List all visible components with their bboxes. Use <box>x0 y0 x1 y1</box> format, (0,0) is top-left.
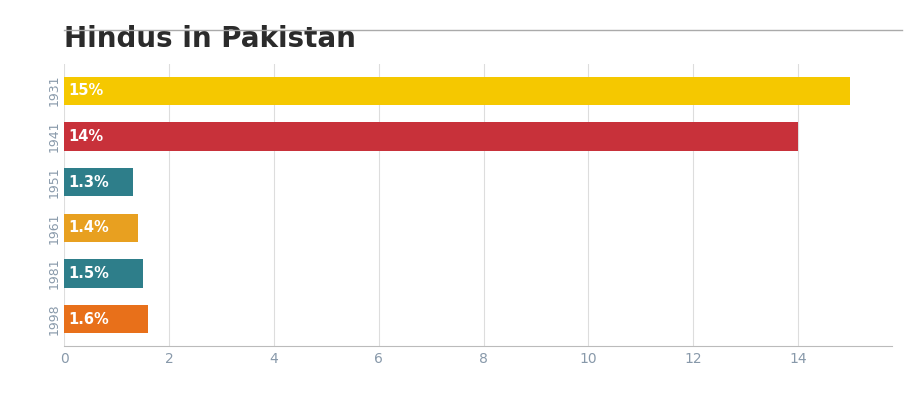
Text: 15%: 15% <box>68 83 103 98</box>
Bar <box>64 76 849 105</box>
Text: Hindus in Pakistan: Hindus in Pakistan <box>64 25 356 53</box>
Bar <box>64 259 142 288</box>
Bar <box>64 168 132 196</box>
Text: 14%: 14% <box>68 129 103 144</box>
Text: 1.6%: 1.6% <box>68 312 108 327</box>
Bar <box>64 122 797 150</box>
Text: 1.3%: 1.3% <box>68 175 108 189</box>
Bar <box>64 214 138 242</box>
Bar <box>64 305 148 334</box>
Text: 1.5%: 1.5% <box>68 266 108 281</box>
Text: 1.4%: 1.4% <box>68 220 108 235</box>
